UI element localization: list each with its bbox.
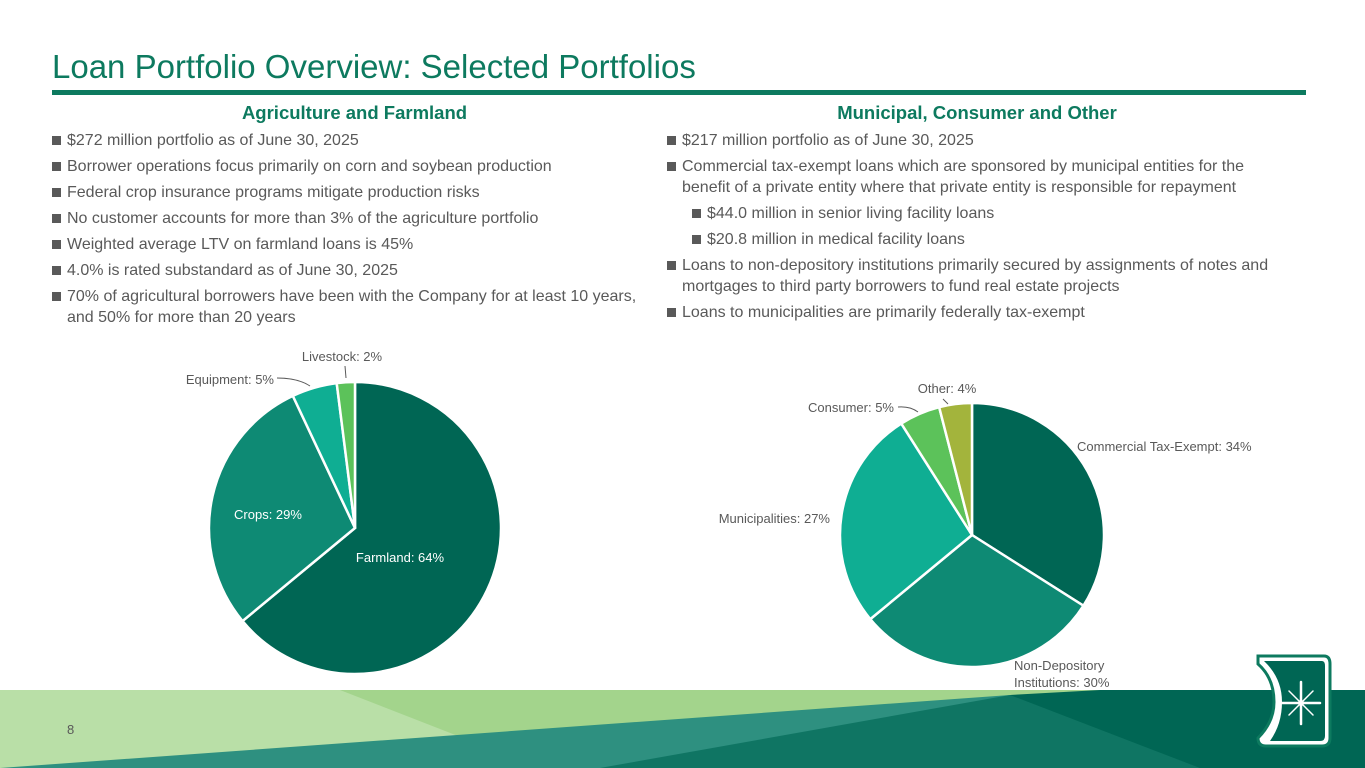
- bullet-item: Loans to municipalities are primarily fe…: [667, 302, 1287, 323]
- municipal-pie-chart: Commercial Tax-Exempt: 34% Non-Depositor…: [719, 381, 1252, 690]
- bullet-item: No customer accounts for more than 3% of…: [52, 208, 657, 229]
- bullet-item: 70% of agricultural borrowers have been …: [52, 286, 657, 328]
- pie-label-farmland: Farmland: 64%: [356, 550, 445, 565]
- bullet-item: Federal crop insurance programs mitigate…: [52, 182, 657, 203]
- pie-slice-municipalities: [838, 421, 974, 621]
- page-number: 8: [67, 722, 75, 737]
- title-divider: [52, 90, 1306, 95]
- pie-label-consumer: Consumer: 5%: [808, 400, 894, 415]
- agriculture-section: Agriculture and Farmland $272 million po…: [52, 102, 657, 333]
- municipal-section: Municipal, Consumer and Other $217 milli…: [667, 102, 1287, 328]
- bullet-item: Loans to non-depository institutions pri…: [667, 255, 1287, 297]
- pie-label-commercial: Commercial Tax-Exempt: 34%: [1077, 439, 1252, 454]
- pie-slice-farmland: [240, 380, 503, 676]
- municipal-bullets: $217 million portfolio as of June 30, 20…: [667, 130, 1287, 323]
- footer-banner: [0, 690, 1365, 768]
- pie-label-nondepository-2: Institutions: 30%: [1014, 675, 1110, 690]
- leader-line: [897, 406, 919, 413]
- sub-bullet-item: $44.0 million in senior living facility …: [692, 203, 1287, 224]
- bullet-item: Commercial tax-exempt loans which are sp…: [667, 156, 1287, 198]
- pie-slice-other: [937, 401, 974, 536]
- bullet-item: 4.0% is rated substandard as of June 30,…: [52, 260, 657, 281]
- page-title: Loan Portfolio Overview: Selected Portfo…: [52, 48, 696, 85]
- bullet-item: $217 million portfolio as of June 30, 20…: [667, 130, 1287, 151]
- pie-label-nondepository-1: Non-Depository: [1014, 658, 1105, 673]
- leader-line: [344, 365, 347, 379]
- bullet-item: Weighted average LTV on farmland loans i…: [52, 234, 657, 255]
- agriculture-pie-chart: Farmland: 64% Crops: 29% Equipment: 5% L…: [186, 349, 503, 676]
- agriculture-bullets: $272 million portfolio as of June 30, 20…: [52, 130, 657, 328]
- star-shield-icon: [1256, 654, 1332, 748]
- pie-slice-non-depository-institutions: [868, 533, 1086, 669]
- pie-label-livestock: Livestock: 2%: [302, 349, 383, 364]
- agriculture-heading: Agriculture and Farmland: [241, 102, 468, 123]
- bullet-item: Borrower operations focus primarily on c…: [52, 156, 657, 177]
- pie-label-equipment: Equipment: 5%: [186, 372, 275, 387]
- pie-label-municipalities: Municipalities: 27%: [719, 511, 831, 526]
- sub-bullet-item: $20.8 million in medical facility loans: [692, 229, 1287, 250]
- leader-line: [276, 377, 311, 387]
- pie-label-other: Other: 4%: [918, 381, 977, 396]
- pie-label-crops: Crops: 29%: [234, 507, 302, 522]
- pie-slice-livestock: [335, 380, 357, 529]
- bullet-item: $272 million portfolio as of June 30, 20…: [52, 130, 657, 151]
- municipal-heading: Municipal, Consumer and Other: [837, 102, 1117, 123]
- leader-line: [942, 398, 949, 405]
